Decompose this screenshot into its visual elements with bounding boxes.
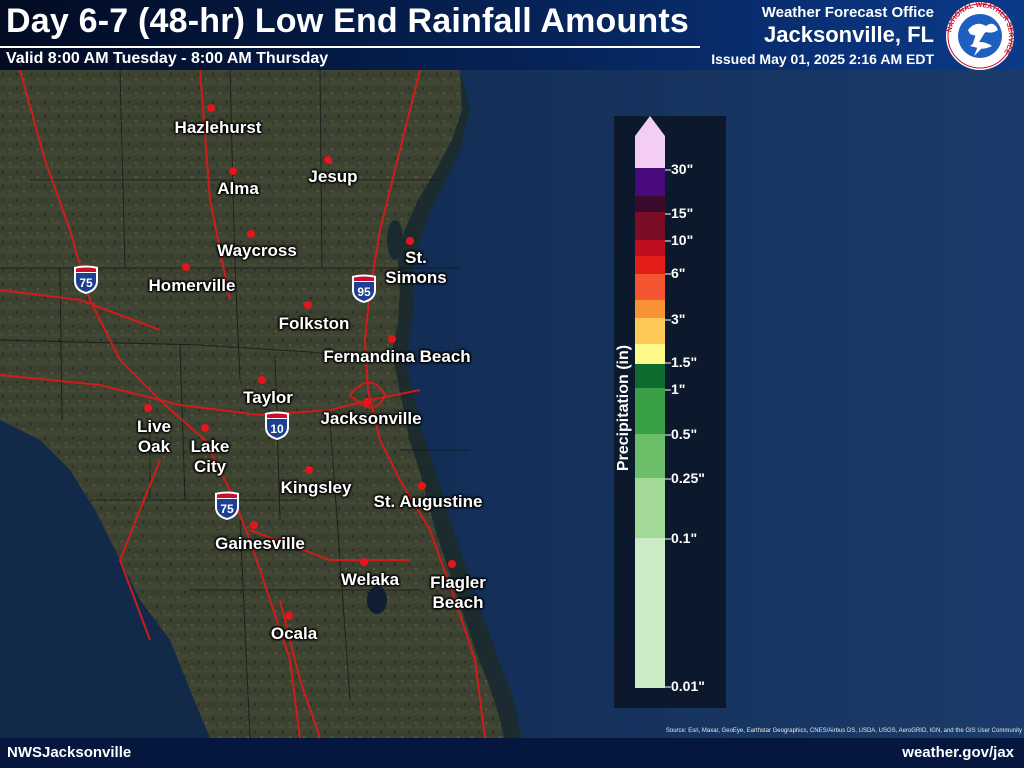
legend-label: 0.5" [671,426,698,442]
city-label: Jacksonville [320,409,422,428]
city-marker [250,521,258,529]
legend-panel [614,116,726,708]
interstate-number: 10 [270,422,284,436]
legend-color-swatch [635,538,665,688]
legend-color-swatch [635,256,665,274]
footer-bar [0,738,1024,768]
legend-color-swatch [635,344,665,364]
valid-period: Valid 8:00 AM Tuesday - 8:00 AM Thursday [6,50,329,67]
office-name: Jacksonville, FL [764,22,934,47]
interstate-number: 95 [357,285,371,299]
city-label: Fernandina Beach [323,347,471,366]
legend-color-swatch [635,136,665,168]
legend-color-swatch [635,274,665,300]
legend-label: 3" [671,311,686,327]
basemap-source-credit: Source: Esri, Maxar, GeoEye, Earthstar G… [665,728,1022,734]
legend-label: 15" [671,205,694,221]
map-title: Day 6-7 (48-hr) Low End Rainfall Amounts [6,2,690,40]
legend-color-swatch [635,364,665,388]
legend-color-swatch [635,168,665,196]
city-marker [448,560,456,568]
city-marker [207,104,215,112]
city-marker [144,404,152,412]
city-label: Ocala [270,624,318,643]
city-label: Live Oak [136,417,172,456]
city-label: Flagler Beach [430,573,486,612]
legend-color-swatch [635,478,665,538]
city-marker [304,301,312,309]
city-marker [388,335,396,343]
header-divider [0,46,700,48]
city-marker [360,558,368,566]
city-marker [201,424,209,432]
city-label: Lake City [190,437,230,476]
footer-website[interactable]: weather.gov/jax [902,744,1014,761]
legend-label: 0.1" [671,530,698,546]
legend-label: 10" [671,232,694,248]
city-label: Welaka [340,570,400,589]
city-label: Alma [217,179,259,198]
city-label: Taylor [243,388,293,407]
legend-color-swatch [635,318,665,344]
city-label: Homerville [148,276,236,295]
footer-social-handle[interactable]: NWSJacksonville [7,744,132,761]
interstate-number: 75 [220,502,234,516]
office-heading: Weather Forecast Office [761,4,934,21]
interstate-shield-icon: 10 [265,411,289,440]
nws-logo-icon: NATIONAL WEATHER SERVICE [946,2,1014,70]
interstate-shield-icon: 95 [352,274,376,303]
city-marker [247,230,255,238]
city-label: Jesup [308,167,358,186]
interstate-number: 75 [79,276,93,290]
city-marker [229,167,237,175]
legend-color-swatch [635,300,665,318]
interstate-shield-icon: 75 [74,265,98,294]
legend-label: 0.25" [671,470,705,486]
legend-color-swatch [635,212,665,240]
legend-color-swatch [635,434,665,478]
city-label: Hazlehurst [174,118,262,137]
city-marker [418,482,426,490]
city-label: St. Augustine [373,492,483,511]
legend-label: 1" [671,381,686,397]
legend-label: 30" [671,161,694,177]
city-marker [182,263,190,271]
city-marker [324,156,332,164]
legend-color-swatch [635,196,665,212]
legend-label: 0.01" [671,678,705,694]
legend-arrow-cap [635,116,665,136]
city-marker [258,376,266,384]
city-label: Waycross [217,241,297,260]
city-marker [285,612,293,620]
legend-label: 6" [671,265,686,281]
legend-label: 1.5" [671,354,698,370]
legend-color-swatch [635,240,665,256]
legend-color-swatch [635,388,665,434]
header-banner [0,0,1024,70]
city-label: Kingsley [280,478,352,497]
city-marker [363,398,371,406]
city-marker [305,466,313,474]
city-label: Gainesville [215,534,305,553]
city-label: Folkston [278,314,350,333]
legend-colorbar [635,116,671,688]
issued-time: Issued May 01, 2025 2:16 AM EDT [711,51,934,67]
city-label: St. Simons [385,248,447,287]
interstate-shield-icon: 75 [215,491,239,520]
city-marker [406,237,414,245]
